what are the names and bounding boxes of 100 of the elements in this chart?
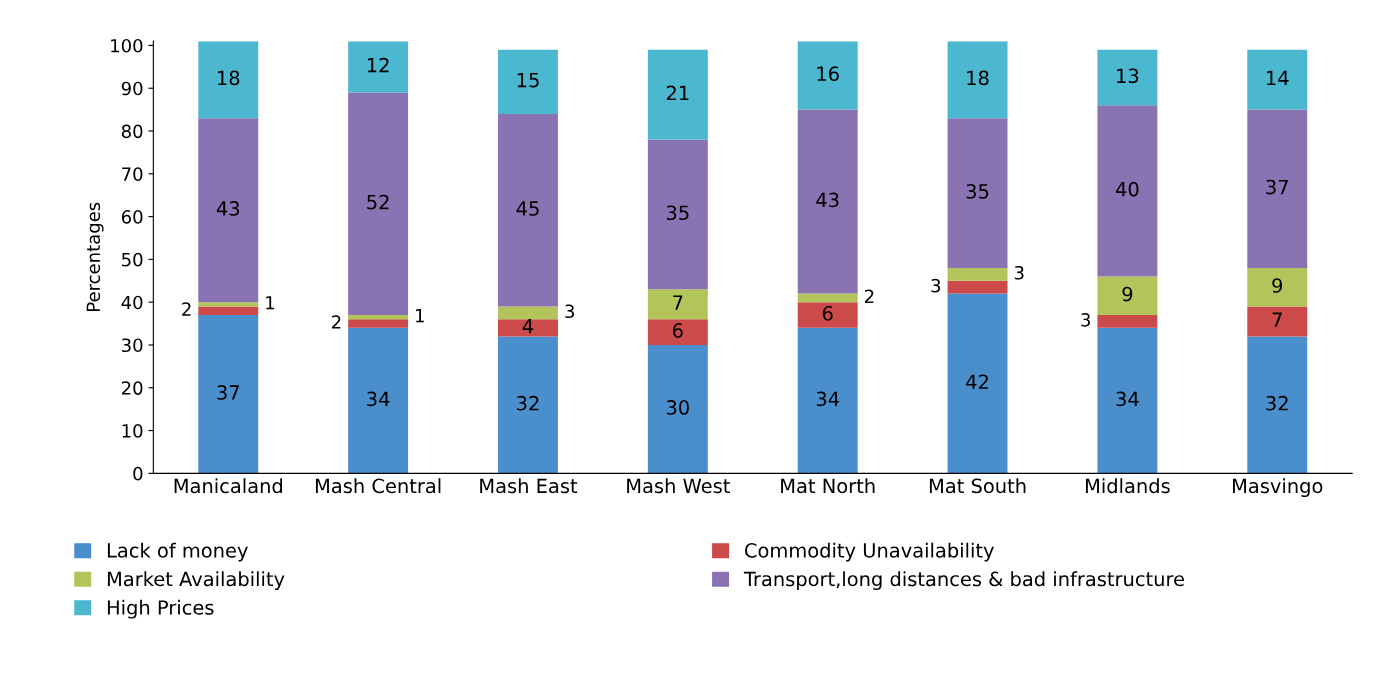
data-label: 37 — [217, 385, 239, 400]
data-label: 37 — [1266, 179, 1288, 195]
bar — [947, 267, 1008, 281]
data-label: 7 — [1272, 312, 1282, 327]
data-label: 35 — [666, 205, 689, 221]
data-label: 3 — [931, 278, 941, 293]
bar — [1247, 306, 1308, 337]
x-tick-label: Mash West — [627, 478, 730, 494]
bar — [348, 41, 409, 93]
data-label: 16 — [817, 66, 839, 82]
legend-label: Commodity Unavailability — [745, 542, 994, 562]
data-label: 12 — [367, 57, 389, 73]
bar — [498, 336, 558, 474]
bar — [198, 302, 259, 307]
legend-label: Market Availability — [107, 571, 285, 591]
bar — [198, 306, 259, 316]
y-tick-label: 60 — [121, 210, 143, 224]
bar — [947, 280, 1008, 294]
y-tick-label: 30 — [122, 338, 143, 353]
data-label: 15 — [517, 73, 539, 88]
y-tick-label: 90 — [121, 81, 143, 96]
bar — [647, 139, 708, 290]
bar — [647, 319, 708, 345]
bar — [198, 118, 259, 303]
bar — [1097, 315, 1158, 328]
data-label: 3 — [1081, 313, 1090, 327]
bar — [1097, 276, 1158, 316]
x-tick-label: Manicaland — [174, 478, 282, 494]
legend-label: Transport,long distances & bad infrastructure — [743, 571, 1184, 591]
bar — [947, 41, 1008, 119]
data-label: 40 — [1115, 181, 1139, 197]
x-tick-label: Mash Central — [315, 478, 441, 494]
bar — [1247, 49, 1308, 110]
data-label: 6 — [673, 323, 683, 338]
bar — [348, 315, 409, 320]
data-label: 43 — [816, 192, 839, 208]
bar — [498, 113, 558, 307]
bar — [348, 92, 409, 316]
bar — [198, 315, 259, 474]
data-label: 32 — [1266, 395, 1288, 411]
data-label: 35 — [966, 184, 989, 199]
bar — [797, 302, 858, 328]
bar — [1097, 327, 1158, 474]
data-label: 6 — [822, 305, 833, 321]
y-tick-label: 10 — [122, 424, 143, 438]
bar — [797, 41, 858, 110]
data-label: 52 — [367, 194, 389, 210]
data-label: 1 — [266, 296, 275, 310]
data-label: 18 — [967, 70, 989, 86]
data-label: 45 — [516, 201, 539, 216]
y-tick-label: 20 — [121, 381, 143, 395]
data-label: 3 — [1014, 265, 1024, 280]
y-tick-label: 0 — [133, 466, 143, 481]
x-tick-label: Mat South — [929, 478, 1026, 494]
data-label: 30 — [666, 400, 689, 415]
y-tick-label: 100 — [111, 38, 143, 53]
bar — [1247, 267, 1308, 307]
x-tick-label: Midlands — [1085, 478, 1170, 494]
data-label: 9 — [1122, 286, 1133, 302]
x-tick-label: Masvingo — [1233, 478, 1323, 498]
data-label: 4 — [522, 319, 534, 334]
data-label: 7 — [673, 295, 683, 310]
data-label: 18 — [218, 70, 240, 86]
bar — [1097, 105, 1158, 277]
data-label: 34 — [1116, 391, 1139, 407]
legend-label: High Prices — [107, 599, 214, 619]
y-tick-label: 80 — [121, 124, 143, 139]
data-label: 14 — [1267, 70, 1289, 86]
bar — [1247, 109, 1308, 268]
bar — [797, 293, 858, 303]
bar — [498, 49, 558, 114]
bar — [647, 289, 708, 320]
data-label: 34 — [367, 391, 390, 407]
x-tick-label: Mat North — [781, 478, 875, 494]
x-tick-label: Mash East — [480, 478, 578, 494]
data-label: 1 — [416, 308, 424, 323]
y-tick-label: 50 — [122, 252, 143, 267]
bar — [498, 306, 558, 320]
bar — [498, 319, 558, 337]
y-axis-title: Percentages — [86, 202, 104, 311]
data-label: 13 — [1117, 68, 1139, 84]
data-label: 2 — [331, 315, 341, 329]
bar — [947, 293, 1008, 474]
bar — [647, 49, 708, 140]
data-label: 3 — [565, 304, 574, 319]
bar — [348, 319, 409, 328]
y-tick-label: 70 — [122, 167, 143, 181]
bar — [1247, 336, 1308, 474]
data-label: 34 — [816, 391, 839, 407]
bar — [797, 327, 858, 474]
bar — [348, 327, 409, 474]
legend-label: Lack of money — [107, 542, 248, 562]
y-tick-label: 40 — [121, 295, 143, 310]
bar — [1097, 49, 1158, 106]
data-label: 2 — [182, 302, 191, 316]
data-label: 43 — [216, 201, 240, 216]
data-label: 9 — [1272, 278, 1283, 293]
bar — [198, 41, 259, 119]
data-label: 21 — [666, 85, 689, 101]
data-label: 2 — [864, 289, 874, 303]
